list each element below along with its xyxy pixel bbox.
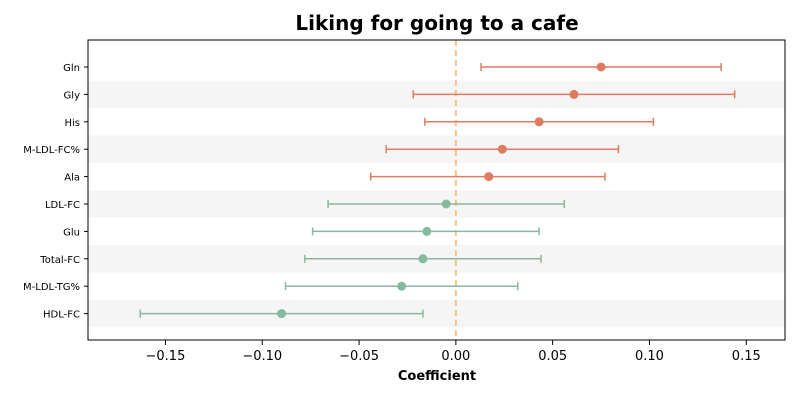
y-tick-label: Total-FC	[39, 255, 80, 266]
x-axis-ticks: −0.15 −0.10 −0.05 0.00 0.05 0.10 0.15	[146, 340, 761, 364]
plot-frame	[87, 39, 786, 341]
y-tick-label: Ala	[64, 173, 80, 184]
y-tick-label: His	[64, 118, 80, 129]
estimate-point	[441, 199, 451, 209]
y-axis-ticks: Gln Gly His M-LDL-FC% Ala LDL-FC Glu Total-FC M-…	[23, 63, 88, 321]
estimate-point	[484, 172, 494, 182]
estimate-point	[397, 281, 407, 291]
x-tick-label: −0.10	[242, 349, 282, 364]
x-axis-label: Coefficient	[398, 369, 476, 384]
y-tick-label: M-LDL-TG%	[23, 282, 80, 293]
estimate-point	[422, 226, 432, 236]
y-tick-label: M-LDL-FC%	[23, 145, 80, 156]
estimate-point	[418, 254, 428, 264]
estimate-point	[277, 309, 287, 319]
y-tick-label: Gln	[63, 63, 80, 74]
x-tick-label: 0.05	[538, 349, 567, 364]
x-tick-label: 0.15	[732, 349, 761, 364]
estimate-point	[534, 117, 544, 127]
point-estimates	[277, 62, 606, 319]
estimate-point	[596, 62, 606, 72]
estimate-point	[497, 144, 507, 154]
y-tick-label: Glu	[63, 227, 80, 238]
chart-title: Liking for going to a cafe	[295, 11, 578, 35]
x-tick-label: −0.05	[339, 349, 379, 364]
y-tick-label: HDL-FC	[43, 310, 80, 321]
x-tick-label: 0.10	[635, 349, 664, 364]
estimate-point	[569, 89, 579, 99]
y-tick-label: Gly	[64, 90, 81, 101]
x-tick-label: 0.00	[441, 349, 470, 364]
y-tick-label: LDL-FC	[45, 200, 80, 211]
x-tick-label: −0.15	[146, 349, 186, 364]
